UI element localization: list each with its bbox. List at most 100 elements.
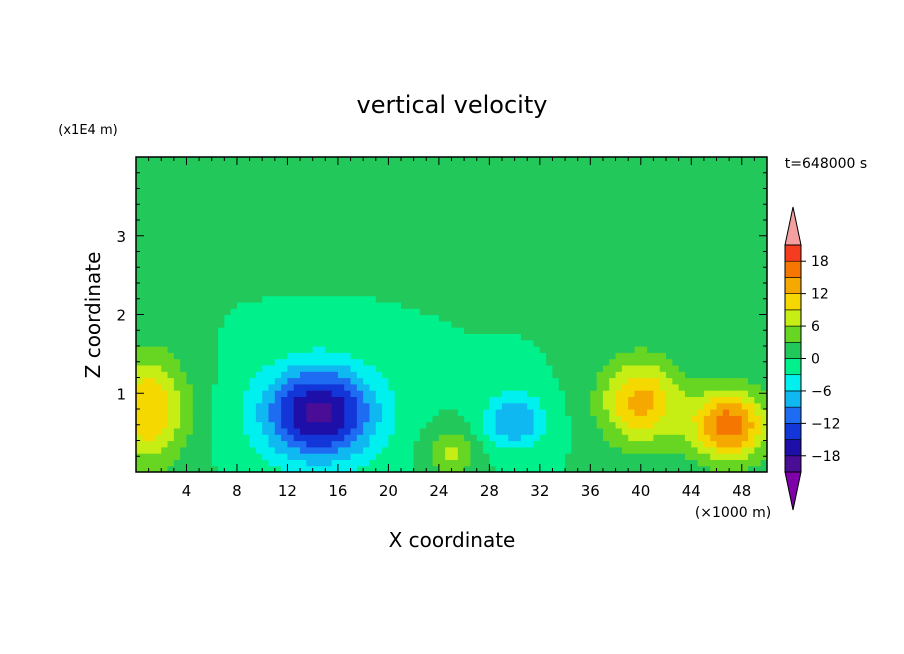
contour-cell [255, 346, 263, 353]
contour-cell [621, 201, 629, 208]
contour-cell [520, 453, 528, 460]
contour-cell [394, 182, 402, 190]
contour-cell [602, 175, 610, 183]
contour-cell [363, 459, 371, 467]
contour-cell [331, 396, 339, 404]
contour-cell [161, 409, 169, 416]
contour-cell [142, 251, 150, 259]
contour-cell [262, 352, 270, 360]
contour-cell [369, 371, 377, 379]
contour-cell [331, 346, 339, 353]
contour-cell [495, 245, 503, 253]
contour-cell [268, 276, 276, 284]
contour-cell [167, 207, 175, 215]
contour-cell [173, 314, 181, 322]
contour-cell [180, 402, 188, 410]
contour-cell [205, 358, 213, 366]
contour-cell [413, 308, 421, 316]
contour-cell [148, 421, 156, 429]
contour-cell [621, 390, 629, 397]
contour-cell [615, 333, 623, 341]
contour-cell [716, 440, 724, 448]
contour-cell [508, 163, 516, 171]
contour-cell [659, 339, 667, 347]
contour-cell [173, 238, 181, 246]
contour-cell [287, 434, 295, 442]
contour-cell [306, 207, 314, 215]
contour-cell [457, 320, 465, 328]
contour-cell [293, 358, 301, 366]
contour-cell [584, 333, 591, 341]
contour-cell [615, 251, 623, 259]
contour-cell [659, 175, 667, 183]
contour-cell [729, 358, 737, 366]
contour-cell [205, 327, 213, 334]
contour-cell [741, 226, 749, 234]
contour-cell [419, 257, 427, 265]
contour-cell [306, 201, 314, 208]
contour-cell [356, 358, 364, 366]
contour-cell [369, 409, 377, 416]
contour-cell [199, 446, 207, 454]
contour-cell [754, 427, 762, 435]
contour-cell [602, 289, 610, 297]
contour-cell [136, 415, 143, 423]
contour-cell [180, 188, 188, 196]
contour-cell [255, 226, 263, 234]
contour-cell [565, 377, 572, 385]
contour-cell [602, 320, 610, 328]
contour-cell [684, 434, 692, 442]
contour-cell [432, 169, 440, 177]
contour-cell [697, 308, 705, 316]
contour-cell [154, 245, 162, 253]
contour-cell [476, 453, 484, 460]
contour-cell [419, 459, 427, 467]
contour-cell [318, 226, 326, 234]
contour-cell [180, 163, 188, 171]
contour-cell [634, 169, 642, 177]
contour-cell [218, 339, 225, 347]
contour-cell [634, 421, 642, 429]
contour-cell [426, 371, 434, 379]
contour-cell [729, 339, 737, 347]
contour-cell [590, 396, 598, 404]
contour-cell [495, 320, 503, 328]
contour-cell [527, 295, 535, 303]
contour-cell [432, 383, 440, 391]
contour-cell [375, 238, 383, 246]
contour-cell [470, 207, 478, 215]
contour-cell [501, 358, 509, 366]
contour-cell [495, 446, 503, 454]
contour-cell [363, 207, 371, 215]
contour-cell [413, 232, 421, 240]
contour-cell [306, 434, 314, 442]
contour-cell [735, 358, 743, 366]
contour-cell [508, 207, 516, 215]
contour-cell [634, 339, 642, 347]
contour-cell [666, 188, 673, 196]
contour-cell [401, 283, 408, 290]
contour-cell [205, 169, 213, 177]
contour-cell [318, 427, 326, 435]
contour-cell [691, 459, 699, 467]
contour-cell [388, 434, 396, 442]
contour-cell [262, 427, 270, 435]
contour-cell [741, 207, 749, 215]
contour-cell [363, 163, 371, 171]
contour-cell [344, 415, 352, 423]
contour-cell [281, 245, 289, 253]
contour-cell [331, 402, 339, 410]
contour-cell [489, 434, 497, 442]
contour-cell [640, 283, 648, 290]
contour-cell [218, 270, 225, 278]
contour-cell [426, 415, 434, 423]
contour-cell [287, 364, 295, 372]
contour-cell [735, 421, 743, 429]
contour-cell [318, 257, 326, 265]
contour-cell [558, 320, 566, 328]
contour-cell [760, 188, 767, 196]
contour-cell [457, 201, 465, 208]
contour-cell [716, 390, 724, 397]
contour-cell [741, 396, 749, 404]
contour-cell [154, 163, 162, 171]
